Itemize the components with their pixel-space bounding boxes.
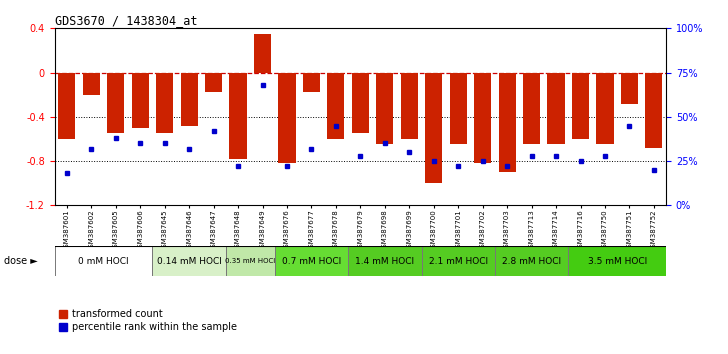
Text: 2.1 mM HOCl: 2.1 mM HOCl: [429, 257, 488, 266]
Bar: [229, 73, 247, 159]
Text: 0.35 mM HOCl: 0.35 mM HOCl: [225, 258, 275, 264]
Bar: [303, 73, 320, 92]
Bar: [645, 73, 662, 148]
Bar: [376, 73, 393, 144]
Bar: [107, 73, 124, 133]
Bar: [474, 73, 491, 163]
Text: 0 mM HOCl: 0 mM HOCl: [78, 257, 129, 266]
Bar: [83, 73, 100, 95]
Bar: [58, 73, 76, 139]
Bar: [569, 246, 666, 276]
Bar: [226, 246, 274, 276]
Bar: [499, 73, 515, 172]
Bar: [328, 73, 344, 139]
Bar: [181, 73, 198, 126]
Bar: [132, 73, 149, 128]
Bar: [523, 73, 540, 144]
Bar: [156, 73, 173, 133]
Text: 0.7 mM HOCl: 0.7 mM HOCl: [282, 257, 341, 266]
Bar: [621, 73, 638, 104]
Bar: [547, 73, 565, 144]
Bar: [348, 246, 422, 276]
Bar: [254, 34, 271, 73]
Bar: [572, 73, 589, 139]
Legend: transformed count, percentile rank within the sample: transformed count, percentile rank withi…: [60, 309, 237, 332]
Bar: [274, 246, 348, 276]
Bar: [425, 73, 443, 183]
Text: GDS3670 / 1438304_at: GDS3670 / 1438304_at: [55, 14, 197, 27]
Bar: [422, 246, 495, 276]
Text: 0.14 mM HOCl: 0.14 mM HOCl: [157, 257, 221, 266]
Text: 3.5 mM HOCl: 3.5 mM HOCl: [587, 257, 646, 266]
Bar: [495, 246, 569, 276]
Bar: [152, 246, 226, 276]
Bar: [450, 73, 467, 144]
Bar: [352, 73, 369, 133]
Bar: [205, 73, 222, 92]
Bar: [278, 73, 296, 163]
Bar: [596, 73, 614, 144]
Text: dose ►: dose ►: [4, 256, 37, 266]
Text: 1.4 mM HOCl: 1.4 mM HOCl: [355, 257, 414, 266]
Text: 2.8 mM HOCl: 2.8 mM HOCl: [502, 257, 561, 266]
Bar: [400, 73, 418, 139]
Bar: [55, 246, 152, 276]
